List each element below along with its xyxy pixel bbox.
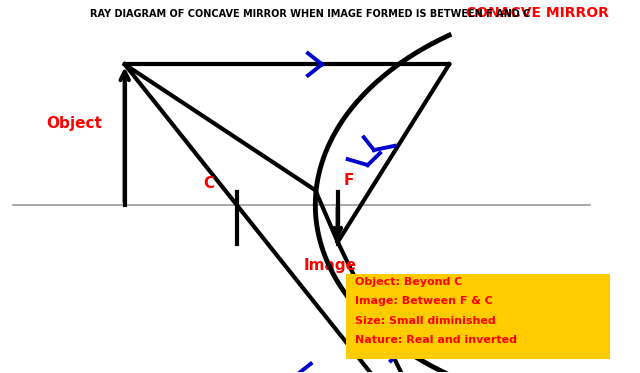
Text: C: C: [204, 176, 214, 191]
Text: Image: Between F & C: Image: Between F & C: [355, 297, 492, 307]
Text: F: F: [343, 173, 354, 188]
Text: Object: Beyond C: Object: Beyond C: [355, 277, 462, 287]
FancyBboxPatch shape: [346, 273, 610, 359]
Text: Nature: Real and inverted: Nature: Real and inverted: [355, 335, 516, 345]
Text: Object: Object: [46, 116, 102, 131]
Text: RAY DIAGRAM OF CONCAVE MIRROR WHEN IMAGE FORMED IS BETWEEN F AND C: RAY DIAGRAM OF CONCAVE MIRROR WHEN IMAGE…: [90, 9, 530, 19]
Text: CONACVE MIRROR: CONACVE MIRROR: [466, 6, 609, 20]
Text: Image: Image: [304, 258, 357, 273]
Text: Size: Small diminished: Size: Small diminished: [355, 316, 495, 326]
